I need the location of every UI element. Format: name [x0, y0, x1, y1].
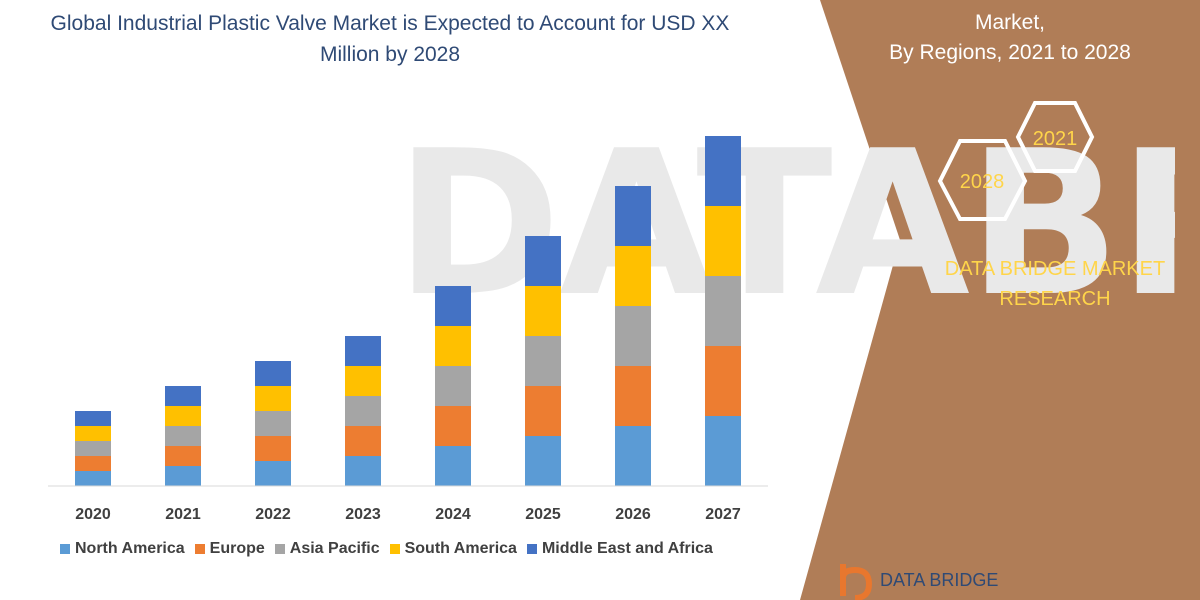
bar-2021-south-america — [165, 406, 201, 426]
legend-item-south-america: South America — [389, 540, 517, 558]
side-subtitle-line1: Market, — [974, 11, 1045, 34]
x-tick-labels: 2020 2021 2022 2023 2024 2025 2026 2027 — [75, 506, 741, 523]
legend-swatch — [60, 544, 70, 554]
legend-swatch — [194, 544, 205, 554]
bar-2026-south-america — [615, 246, 651, 306]
bar-2027-europe — [705, 346, 741, 416]
bar-2020-europe — [75, 456, 111, 471]
bar-2022-middle-east-and-africa — [255, 361, 291, 386]
logo-icon — [840, 564, 873, 600]
x-tick-2023: 2023 — [345, 506, 381, 523]
bar-2024-europe — [435, 406, 471, 446]
legend-item-europe: Europe — [194, 540, 265, 558]
year-hexagons: 2021 2028 — [937, 101, 1095, 221]
x-tick-2020: 2020 — [75, 506, 111, 523]
hexagon-2028-label: 2028 — [960, 171, 1005, 193]
bar-2026-asia-pacific — [615, 306, 651, 366]
legend-item-north-america: North America — [60, 540, 185, 558]
x-tick-2024: 2024 — [435, 506, 471, 523]
stacked-bar-chart: 2020 2021 2022 2023 2024 2025 2026 2027 — [48, 136, 768, 523]
bar-2024-north-america — [435, 446, 471, 486]
side-subtitle-line2: By Regions, 2021 to 2028 — [889, 41, 1131, 64]
x-tick-2027: 2027 — [705, 506, 741, 523]
legend-item-asia-pacific: Asia Pacific — [274, 540, 380, 558]
bar-2024-south-america — [435, 326, 471, 366]
bar-2022-north-america — [255, 461, 291, 486]
bar-2025-middle-east-and-africa — [525, 236, 561, 286]
bar-2023-europe — [345, 426, 381, 456]
legend-swatch — [526, 544, 537, 554]
bar-2024-asia-pacific — [435, 366, 471, 406]
legend-label: South America — [404, 540, 517, 557]
legend-item-middle-east-and-africa: Middle East and Africa — [526, 540, 713, 558]
bar-2021-middle-east-and-africa — [165, 386, 201, 406]
bar-2022-asia-pacific — [255, 411, 291, 436]
side-panel-shape — [800, 0, 1200, 600]
x-tick-2022: 2022 — [255, 506, 291, 523]
bar-2024-middle-east-and-africa — [435, 286, 471, 326]
legend-swatch — [389, 544, 400, 554]
bar-2026-middle-east-and-africa — [615, 186, 651, 246]
legend-label: Middle East and Africa — [541, 540, 713, 557]
bar-2025-south-america — [525, 286, 561, 336]
x-tick-2021: 2021 — [165, 506, 201, 523]
bars-group — [75, 136, 741, 486]
legend-label: Europe — [209, 540, 265, 557]
x-tick-2026: 2026 — [615, 506, 651, 523]
legend-label: North America — [75, 540, 185, 557]
bar-2027-middle-east-and-africa — [705, 136, 741, 206]
brand-text: DATA BRIDGE MARKET RESEARCH — [910, 254, 1200, 314]
bar-2023-south-america — [345, 366, 381, 396]
bar-2021-north-america — [165, 466, 201, 486]
bar-2027-north-america — [705, 416, 741, 486]
bar-2021-asia-pacific — [165, 426, 201, 446]
bar-2027-south-america — [705, 206, 741, 276]
bar-2020-north-america — [75, 471, 111, 486]
x-tick-2025: 2025 — [525, 506, 561, 523]
hexagon-2021-label: 2021 — [1033, 128, 1078, 150]
hexagon-2021 — [1015, 101, 1095, 173]
brand-line2: RESEARCH — [999, 288, 1111, 310]
hexagon-2028 — [937, 139, 1028, 221]
legend-swatch — [274, 544, 285, 554]
chart-legend: North America Europe Asia Pacific South Ame… — [60, 540, 713, 558]
bar-2023-middle-east-and-africa — [345, 336, 381, 366]
logo-text: DATA BRIDGE — [880, 570, 999, 590]
bar-2020-asia-pacific — [75, 441, 111, 456]
bar-2026-north-america — [615, 426, 651, 486]
bar-2025-asia-pacific — [525, 336, 561, 386]
bar-2023-asia-pacific — [345, 396, 381, 426]
bar-2021-europe — [165, 446, 201, 466]
bar-2020-south-america — [75, 426, 111, 441]
side-subtitle: Market, By Regions, 2021 to 2028 — [830, 8, 1190, 68]
bar-2022-south-america — [255, 386, 291, 411]
bar-2020-middle-east-and-africa — [75, 411, 111, 426]
chart-title: Global Industrial Plastic Valve Market i… — [50, 12, 730, 66]
bar-2022-europe — [255, 436, 291, 461]
bar-2023-north-america — [345, 456, 381, 486]
bar-2025-north-america — [525, 436, 561, 486]
brand-line1: DATA BRIDGE MARKET — [944, 258, 1166, 280]
bar-2027-asia-pacific — [705, 276, 741, 346]
bar-2026-europe — [615, 366, 651, 426]
legend-label: Asia Pacific — [289, 540, 380, 557]
bar-2025-europe — [525, 386, 561, 436]
